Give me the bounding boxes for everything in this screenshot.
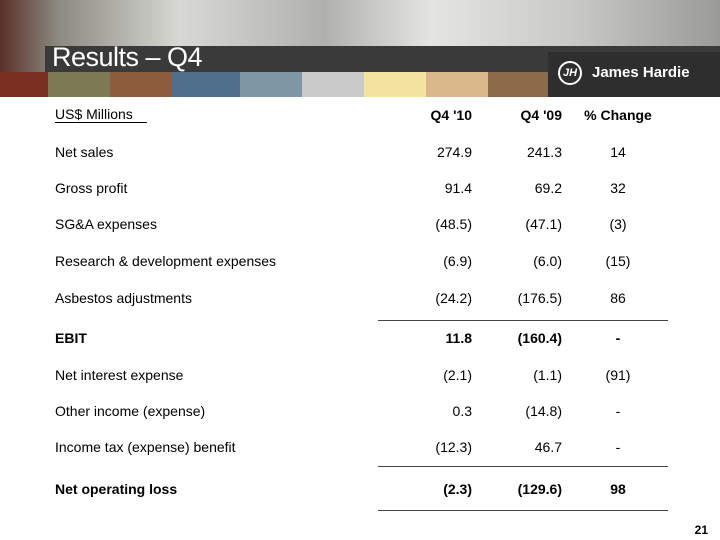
- color-block: [302, 72, 364, 97]
- color-block: [172, 72, 240, 97]
- cell-value: -: [615, 330, 621, 346]
- cell-value: (12.3): [435, 439, 472, 455]
- cell-value: -: [615, 403, 621, 419]
- row-label: Gross profit: [55, 180, 128, 196]
- page-number: 21: [694, 523, 708, 537]
- cell-value: (160.4): [517, 330, 562, 346]
- logo-text: James Hardie: [592, 64, 690, 81]
- cell-value: 32: [610, 180, 626, 196]
- cell-value: (24.2): [435, 290, 472, 306]
- cell-value: 274.9: [436, 144, 472, 160]
- column-header: Q4 '09: [520, 107, 562, 123]
- cell-value: (1.1): [533, 367, 562, 383]
- logo: JH James Hardie: [548, 52, 720, 97]
- cell-value: (47.1): [525, 216, 562, 232]
- row-label: Net sales: [55, 144, 114, 160]
- row-label: Research & development expenses: [55, 253, 277, 269]
- cell-value: (129.6): [517, 481, 562, 497]
- color-block: [240, 72, 302, 97]
- color-block: [364, 72, 426, 97]
- cell-value: (14.8): [525, 403, 562, 419]
- row-label: SG&A expenses: [55, 216, 157, 232]
- cell-value: 11.8: [445, 330, 472, 346]
- cell-value: (48.5): [435, 216, 472, 232]
- cell-value: -: [615, 439, 621, 455]
- column-header: US$ Millions: [55, 107, 147, 123]
- cell-value: (15): [605, 253, 631, 269]
- cell-value: (2.3): [443, 481, 472, 497]
- cell-value: (2.1): [443, 367, 472, 383]
- cell-value: 0.3: [452, 403, 472, 419]
- color-block: [48, 72, 110, 97]
- cell-value: 14: [610, 144, 626, 160]
- cell-value: (6.9): [443, 253, 472, 269]
- cell-value: 69.2: [534, 180, 562, 196]
- color-block: [0, 72, 48, 97]
- rule: [378, 320, 668, 321]
- cell-value: 91.4: [444, 180, 472, 196]
- cell-value: (91): [605, 367, 631, 383]
- slide-title: Results – Q4: [52, 42, 203, 72]
- row-label: Net operating loss: [55, 481, 178, 497]
- cell-value: 46.7: [534, 439, 562, 455]
- column-header: Q4 '10: [430, 107, 472, 123]
- color-block: [426, 72, 488, 97]
- column-header: % Change: [584, 107, 652, 123]
- color-block: [110, 72, 172, 97]
- color-block: [488, 72, 548, 97]
- row-label: Asbestos adjustments: [55, 290, 192, 306]
- cell-value: 86: [610, 290, 626, 306]
- row-label: Other income (expense): [55, 403, 206, 419]
- logo-mark: JH: [558, 61, 582, 85]
- cell-value: 98: [610, 481, 626, 497]
- cell-value: (6.0): [533, 253, 562, 269]
- row-label: EBIT: [55, 330, 87, 346]
- rule: [378, 510, 668, 511]
- rule: [378, 466, 668, 467]
- row-label: Income tax (expense) benefit: [55, 439, 236, 455]
- cell-value: (176.5): [517, 290, 562, 306]
- cell-value: 241.3: [526, 144, 562, 160]
- cell-value: (3): [609, 216, 627, 232]
- row-label: Net interest expense: [55, 367, 184, 383]
